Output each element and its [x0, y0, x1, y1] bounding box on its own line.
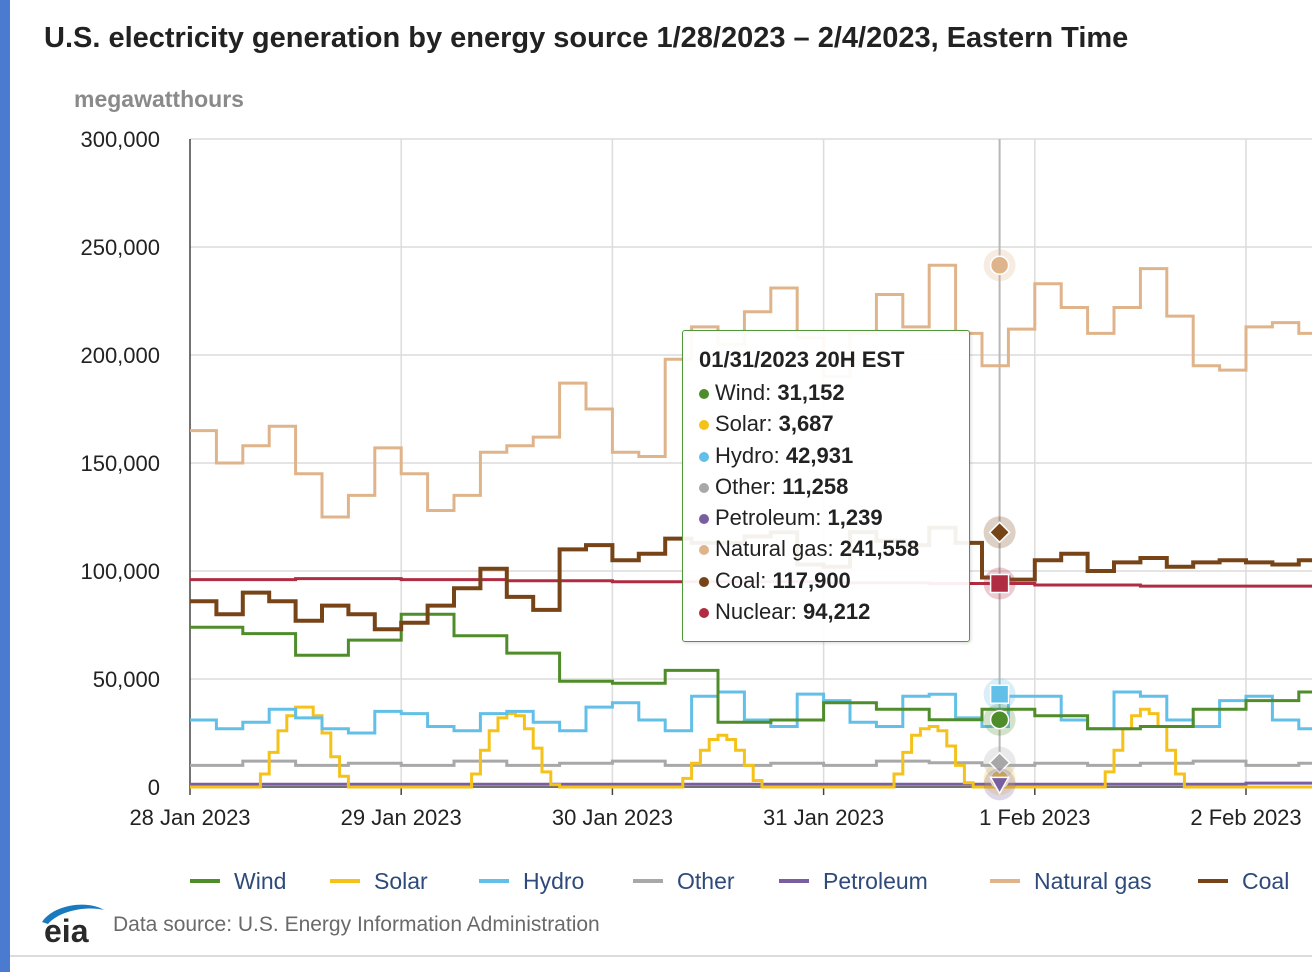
logo-text: eia [44, 913, 89, 944]
legend-item-petroleum[interactable]: Petroleum [779, 866, 928, 896]
legend-label: Natural gas [1034, 868, 1152, 894]
tooltip-series-value: 94,212 [803, 599, 871, 625]
hover-marker-wind [989, 709, 1010, 730]
tooltip-series-name: Natural gas: [715, 536, 840, 562]
hover-marker-natural-gas [989, 255, 1010, 275]
legend-swatch [479, 879, 509, 883]
y-tick-label: 200,000 [80, 343, 160, 368]
tooltip-series-name: Nuclear: [715, 599, 804, 625]
legend-item-other[interactable]: Other [633, 866, 735, 896]
legend-item-solar[interactable]: Solar [330, 866, 428, 896]
tooltip-series-name: Solar: [715, 411, 779, 437]
chart-title: U.S. electricity generation by energy so… [44, 22, 1129, 54]
tooltip-dot [699, 514, 709, 525]
y-tick-label: 250,000 [80, 235, 160, 260]
legend-label: Solar [374, 868, 428, 894]
tooltip-row: Hydro: 42,931 [699, 440, 969, 471]
legend-label: Hydro [523, 868, 585, 894]
tooltip-row: Nuclear: 94,212 [699, 596, 969, 627]
x-tick-label: 1 Feb 2023 [979, 805, 1090, 830]
series-line-other [190, 759, 1312, 767]
legend-swatch [990, 879, 1020, 883]
tooltip-row: Coal: 117,900 [699, 565, 969, 596]
legend-item-coal[interactable]: Coal [1198, 866, 1289, 896]
legend-label: Petroleum [823, 868, 928, 894]
hover-marker-other [988, 751, 1011, 774]
legend-label: Wind [234, 868, 287, 894]
legend-swatch [633, 879, 663, 883]
x-tick-label: 2 Feb 2023 [1190, 805, 1301, 830]
tooltip-rows: Wind: 31,152 Solar: 3,687 Hydro: 42,931 Oth… [699, 377, 969, 627]
tooltip-series-value: 31,152 [777, 380, 845, 405]
legend-swatch [190, 879, 220, 883]
legend-label: Other [677, 868, 735, 894]
tooltip-series-name: Petroleum: [715, 505, 828, 531]
tooltip-series-name: Other: [715, 473, 783, 499]
y-axis-unit-label: megawatthours [74, 86, 244, 112]
tooltip-row: Other: 11,258 [699, 471, 969, 502]
tooltip-dot [699, 389, 709, 399]
hover-marker-nuclear [989, 573, 1010, 594]
y-tick-label: 150,000 [80, 451, 160, 476]
y-tick-label: 300,000 [80, 127, 160, 152]
tooltip-series-value: 117,900 [772, 567, 851, 593]
tooltip-row: Solar: 3,687 [699, 408, 969, 439]
y-tick-label: 100,000 [80, 559, 160, 584]
y-tick-label: 0 [148, 775, 160, 800]
legend-swatch [779, 879, 809, 883]
tooltip-series-name: Coal: [715, 567, 773, 593]
x-tick-label: 30 Jan 2023 [552, 805, 673, 830]
data-source-note: Data source: U.S. Energy Information Adm… [113, 913, 600, 936]
legend-swatch [1198, 879, 1228, 883]
legend-label: Coal [1242, 868, 1290, 894]
chart-plot-svg[interactable]: 28 Jan 2023 29 Jan 2023 30 Jan 2023 31 Jan … [10, 0, 1312, 860]
legend-item-wind[interactable]: Wind [190, 866, 286, 896]
tooltip-row: Petroleum: 1,239 [699, 502, 969, 533]
series-line-natural-gas [190, 263, 1312, 519]
tooltip-header: 01/31/2023 20H EST [699, 347, 905, 372]
x-tick-label: 29 Jan 2023 [341, 805, 462, 830]
tooltip-row: Natural gas: 241,558 [699, 533, 969, 564]
axis-layer: 28 Jan 2023 29 Jan 2023 30 Jan 2023 31 Jan … [80, 127, 1312, 830]
eia-logo: eia [42, 904, 104, 944]
tooltip-dot [699, 545, 709, 556]
chart-page: U.S. electricity generation by energy so… [10, 0, 1312, 972]
tooltip-series-value: 3,687 [778, 411, 834, 437]
tooltip-dot [699, 451, 709, 462]
tooltip-series-value: 241,558 [839, 536, 920, 562]
tooltip-series-value: 1,239 [827, 505, 883, 531]
tooltip-series-name: Hydro: [715, 442, 786, 468]
series-line-solar [190, 705, 1312, 789]
bottom-divider [10, 955, 1312, 957]
hover-marker-petroleum [989, 776, 1010, 795]
tooltip-row: Wind: 31,152 [699, 377, 969, 408]
hover-layer [983, 249, 1016, 801]
legend-swatch [330, 879, 360, 883]
x-tick-label: 31 Jan 2023 [763, 805, 884, 830]
hover-marker-hydro [989, 684, 1010, 705]
tooltip-dot [699, 576, 709, 587]
x-tick-label: 28 Jan 2023 [129, 805, 250, 830]
series-line-wind [190, 612, 1312, 731]
tooltip-dot [699, 420, 709, 431]
tooltip-dot [699, 482, 709, 493]
hover-marker-coal [988, 521, 1011, 544]
legend-item-natural-gas[interactable]: Natural gas [990, 866, 1152, 896]
tooltip-series-name: Wind: [715, 380, 778, 405]
series-line-petroleum [190, 781, 1312, 786]
legend-item-hydro[interactable]: Hydro [479, 866, 584, 896]
tooltip-dot [699, 608, 709, 619]
tooltip-series-value: 42,931 [785, 442, 854, 468]
y-tick-label: 50,000 [93, 667, 160, 692]
tooltip-series-value: 11,258 [782, 473, 849, 499]
data-tooltip: 01/31/2023 20H EST Wind: 31,152 Solar: 3,… [682, 330, 970, 642]
